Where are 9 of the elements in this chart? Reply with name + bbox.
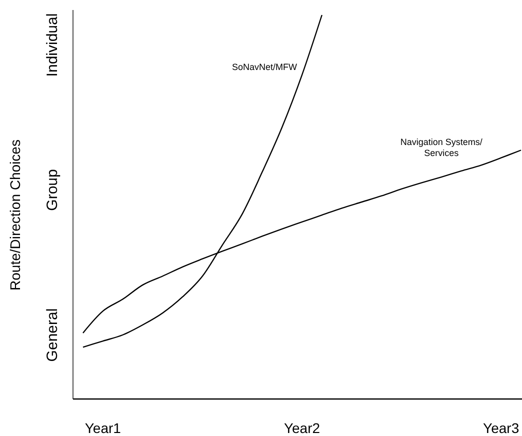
text: General (44, 308, 61, 362)
x-tick-label: Year3 (483, 420, 520, 436)
series-label: SoNavNet/MFW (232, 62, 298, 72)
y-axis-title: Route/Direction Choices (7, 140, 23, 290)
text: Group (44, 169, 61, 211)
x-tick-label: Year1 (84, 420, 122, 436)
series-label: Navigation Systems/Services (400, 137, 483, 158)
text: Individual (44, 13, 61, 77)
x-tick-label: Year2 (284, 420, 320, 436)
